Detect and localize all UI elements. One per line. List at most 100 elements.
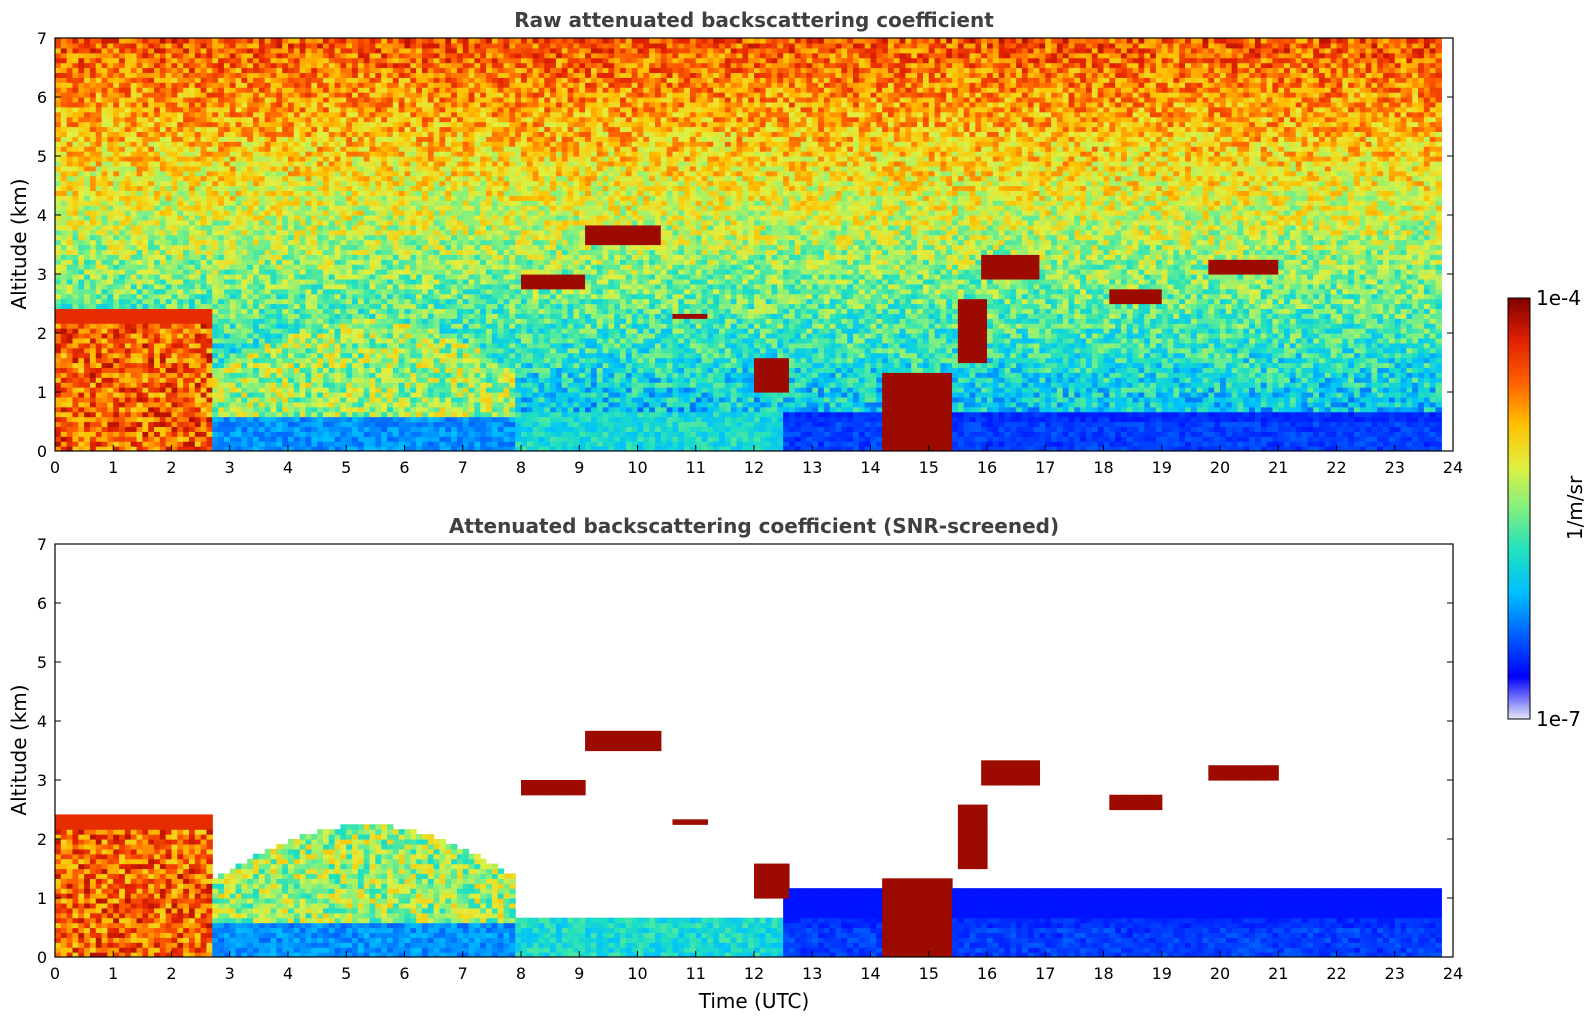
heatmap-cell xyxy=(78,387,85,393)
heatmap-cell xyxy=(322,401,330,408)
heatmap-cell xyxy=(101,82,109,88)
heatmap-cell xyxy=(84,219,91,226)
heatmap-cell xyxy=(241,205,248,211)
heatmap-cell xyxy=(130,362,138,369)
heatmap-cell xyxy=(392,205,400,211)
heatmap-cell xyxy=(101,151,109,157)
heatmap-cell xyxy=(218,411,225,418)
heatmap-cell xyxy=(247,116,254,123)
heatmap-cell xyxy=(200,411,208,418)
heatmap-cell xyxy=(171,229,178,236)
heatmap-cell xyxy=(66,52,74,59)
heatmap-cell xyxy=(218,328,225,334)
heatmap-cell xyxy=(206,313,213,319)
heatmap-cell xyxy=(165,42,173,49)
heatmap-cell xyxy=(387,38,394,44)
heatmap-cell xyxy=(363,106,371,113)
heatmap-cell xyxy=(387,52,394,59)
heatmap-cell xyxy=(311,215,318,221)
heatmap-cell xyxy=(334,131,342,137)
heatmap-cell xyxy=(206,377,213,383)
heatmap-cell xyxy=(328,111,336,118)
heatmap-cell xyxy=(130,357,138,364)
heatmap-cell xyxy=(72,283,79,290)
heatmap-cell xyxy=(218,62,225,69)
heatmap-cell xyxy=(206,318,213,324)
heatmap-cell xyxy=(276,421,283,428)
heatmap-cell xyxy=(392,436,400,442)
heatmap-cell xyxy=(381,362,388,369)
heatmap-cell xyxy=(206,67,213,74)
heatmap-cell xyxy=(293,367,301,373)
heatmap-cell xyxy=(322,323,330,329)
heatmap-cell xyxy=(223,210,231,216)
heatmap-cell xyxy=(258,308,266,314)
heatmap-cell xyxy=(305,303,312,310)
heatmap-cell xyxy=(72,313,79,319)
heatmap-cell xyxy=(235,333,242,339)
heatmap-cell xyxy=(340,42,347,49)
heatmap-cell xyxy=(130,411,138,418)
heatmap-cell xyxy=(206,156,213,162)
heatmap-cell xyxy=(55,431,62,437)
heatmap-cell xyxy=(113,67,120,74)
heatmap-cell xyxy=(241,254,248,260)
heatmap-cell xyxy=(264,406,272,413)
heatmap-cell xyxy=(212,264,219,270)
heatmap-cell xyxy=(352,200,359,206)
heatmap-cell xyxy=(363,406,371,413)
heatmap-cell xyxy=(89,195,97,201)
heatmap-cell xyxy=(299,308,307,314)
heatmap-cell xyxy=(375,97,382,103)
heatmap-cell xyxy=(72,229,79,236)
heatmap-cell xyxy=(258,401,266,408)
heatmap-cell xyxy=(66,57,74,64)
heatmap-cell xyxy=(258,175,266,182)
heatmap-cell xyxy=(60,323,68,329)
heatmap-cell xyxy=(381,387,388,393)
heatmap-cell xyxy=(107,136,114,142)
heatmap-cell xyxy=(387,126,394,133)
heatmap-cell xyxy=(229,436,237,442)
heatmap-cell xyxy=(241,239,248,246)
heatmap-cell xyxy=(188,254,196,260)
heatmap-cell xyxy=(258,180,266,187)
heatmap-cell xyxy=(177,121,184,128)
heatmap-cell xyxy=(398,328,406,334)
heatmap-cell xyxy=(101,406,109,413)
heatmap-cell xyxy=(322,210,330,216)
heatmap-cell xyxy=(276,293,283,300)
heatmap-cell xyxy=(171,72,178,78)
heatmap-cell xyxy=(282,111,289,118)
heatmap-cell xyxy=(241,136,248,142)
heatmap-cell xyxy=(375,347,382,354)
heatmap-cell xyxy=(322,347,330,354)
heatmap-cell xyxy=(375,92,382,98)
heatmap-cell xyxy=(159,200,167,206)
heatmap-cell xyxy=(113,293,120,300)
heatmap-cell xyxy=(124,160,132,167)
heatmap-cell xyxy=(363,401,371,408)
heatmap-cell xyxy=(206,106,213,113)
heatmap-cell xyxy=(270,136,277,142)
heatmap-cell xyxy=(136,411,143,418)
heatmap-cell xyxy=(317,357,324,364)
heatmap-cell xyxy=(212,151,219,157)
heatmap-cell xyxy=(171,259,178,265)
heatmap-cell xyxy=(78,205,85,211)
heatmap-cell xyxy=(305,239,312,246)
heatmap-cell xyxy=(369,180,376,187)
heatmap-cell xyxy=(101,278,109,285)
heatmap-cell xyxy=(357,47,365,54)
heatmap-cell xyxy=(66,357,74,364)
heatmap-cell xyxy=(89,308,97,314)
heatmap-cell xyxy=(177,97,184,103)
heatmap-cell xyxy=(381,131,388,137)
heatmap-cell xyxy=(165,337,173,344)
heatmap-cell xyxy=(392,239,400,246)
heatmap-cell xyxy=(229,92,237,98)
heatmap-cell xyxy=(381,259,388,265)
heatmap-cell xyxy=(60,283,68,290)
heatmap-cell xyxy=(55,293,62,300)
heatmap-cell xyxy=(264,62,272,69)
